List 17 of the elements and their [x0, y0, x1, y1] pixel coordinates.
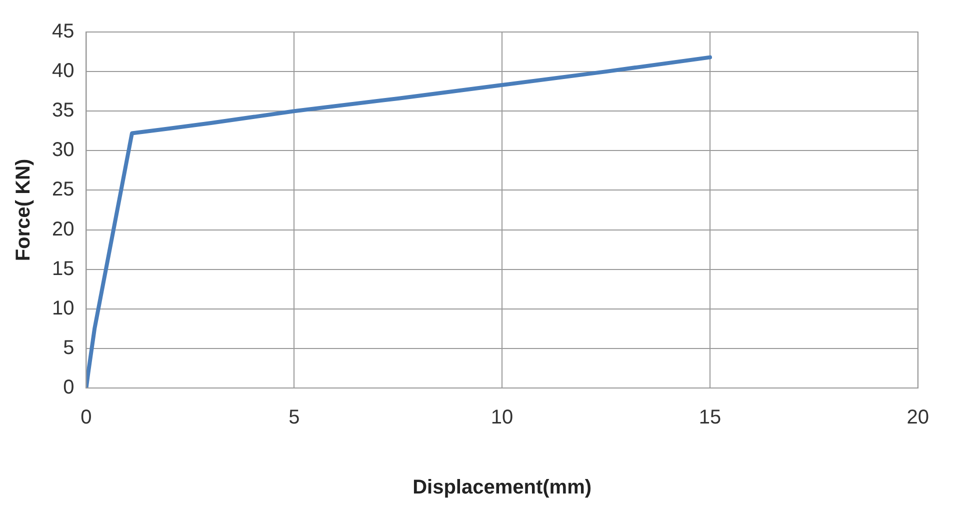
y-tick-label: 5: [63, 336, 74, 359]
y-tick-label: 30: [52, 139, 74, 162]
x-tick-label: 15: [698, 406, 722, 429]
y-tick-label: 45: [52, 20, 74, 43]
x-tick-label: 20: [906, 406, 929, 429]
y-tick-label: 40: [52, 60, 74, 82]
y-tick-label: 0: [63, 376, 74, 399]
y-tick-label: 15: [52, 258, 74, 280]
y-axis-title: Force( KN): [12, 158, 35, 262]
x-tick-label: 0: [80, 406, 92, 429]
y-tick-label: 35: [52, 100, 74, 122]
y-tick-label: 25: [52, 178, 74, 201]
x-axis-title: Displacement(mm): [412, 476, 592, 499]
y-tick-label: 20: [52, 218, 74, 240]
x-tick-label: 5: [288, 406, 300, 429]
y-tick-label: 10: [52, 297, 74, 320]
x-tick-label: 10: [490, 406, 514, 429]
